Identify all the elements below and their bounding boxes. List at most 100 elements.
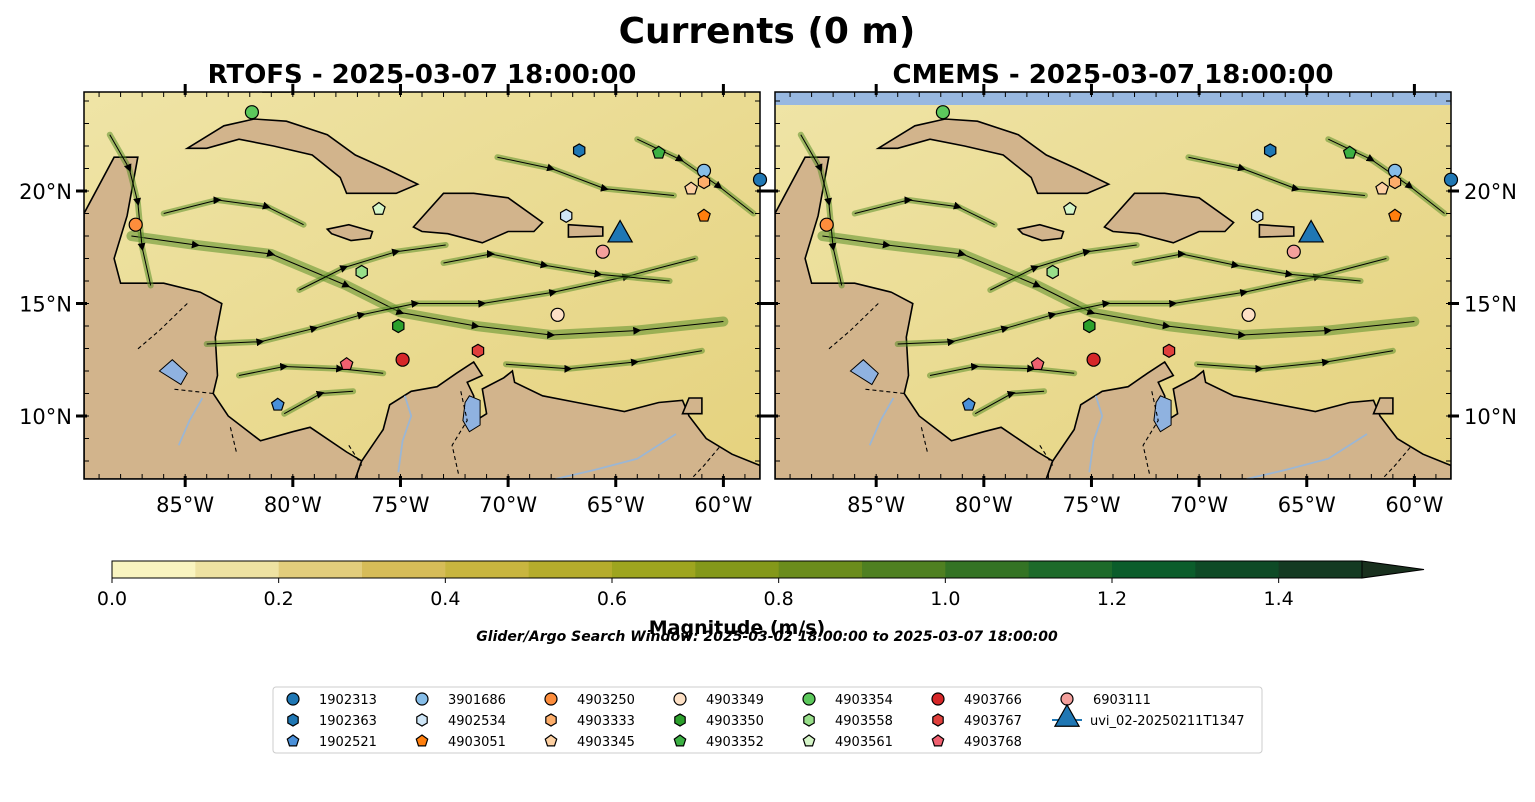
- country-border: [451, 391, 468, 475]
- colorbar-bin: [1112, 561, 1196, 578]
- lat-tick-label: 10°N: [19, 405, 72, 429]
- legend-label: 4902534: [448, 714, 506, 729]
- legend-label: 4903250: [577, 693, 635, 708]
- legend-label: 3901686: [448, 693, 506, 708]
- legend-symbol: [932, 713, 944, 727]
- country-border: [229, 427, 238, 455]
- lake: [462, 395, 481, 433]
- marker-4903766: [1086, 352, 1101, 367]
- land-south-america: [354, 360, 760, 479]
- marker-1902363: [572, 143, 586, 158]
- legend-entry: 4903350: [674, 713, 764, 729]
- legend-label: 4903051: [448, 735, 506, 750]
- map-features: [775, 92, 1451, 479]
- legend-label: 4903349: [706, 693, 764, 708]
- land-jamaica: [325, 223, 374, 242]
- streamline: [929, 362, 1075, 376]
- streamline: [1188, 156, 1365, 196]
- float-markers: [819, 105, 1459, 411]
- lon-tick-label: 75°W: [371, 493, 429, 517]
- rtofs-panel-title: RTOFS - 2025-03-07 18:00:00: [208, 60, 637, 90]
- country-border: [1039, 445, 1054, 466]
- colorbar-bin: [945, 561, 1030, 578]
- land-cuba: [875, 118, 1111, 195]
- streamline: [800, 134, 843, 286]
- streamline: [974, 390, 1045, 415]
- colorbar-tick-label: 1.2: [1097, 588, 1127, 610]
- country-border: [1142, 391, 1159, 475]
- land-puerto-rico: [1258, 223, 1295, 238]
- legend-symbol: [674, 713, 686, 727]
- marker-4903349: [550, 307, 565, 322]
- marker-1902313: [752, 172, 768, 187]
- legend-label: 4903767: [964, 714, 1022, 729]
- legend-symbol: [415, 734, 429, 747]
- legend-label: 4903561: [835, 735, 893, 750]
- marker-4903051: [697, 208, 711, 222]
- legend-entry: 4903354: [802, 692, 893, 708]
- lon-tick-label: 65°W: [587, 493, 645, 517]
- lon-tick-label: 60°W: [694, 493, 752, 517]
- legend-entry: 4903352: [673, 734, 764, 750]
- colorbar-frame: [111, 560, 1362, 579]
- marker-4903349: [1241, 307, 1256, 322]
- river: [555, 433, 677, 479]
- legend-entry: 6903111: [1060, 692, 1151, 708]
- legend-entry: 4903768: [931, 734, 1022, 750]
- colorbar-bin: [362, 561, 446, 578]
- legend-label: 4903558: [835, 714, 893, 729]
- legend-entry: 4903767: [932, 713, 1022, 729]
- marker-1902521: [961, 397, 976, 411]
- streamline: [505, 350, 702, 373]
- legend-entry: 1902521: [286, 734, 377, 750]
- axis-ticks: 85°W 80°W 75°W 70°W 65°W 60°W 20°N 15°N 10°N: [767, 84, 1517, 517]
- country-border: [826, 303, 879, 352]
- lat-tick-label: 15°N: [19, 293, 72, 317]
- legend-label: 6903111: [1093, 693, 1151, 708]
- legend-frame: [272, 686, 1263, 754]
- lat-tick-label: 20°N: [1464, 180, 1517, 204]
- streamline: [854, 196, 995, 226]
- streamline: [443, 249, 670, 282]
- no-data-band: [775, 92, 1451, 105]
- lon-tick-label: 60°W: [1385, 493, 1443, 517]
- colorbar-bin: [278, 561, 363, 578]
- lat-tick-label: 15°N: [1464, 293, 1517, 317]
- river: [1088, 395, 1104, 473]
- streamline: [1196, 350, 1393, 373]
- legend-label: uvi_02-20250211T1347: [1090, 714, 1244, 729]
- land-trinidad: [681, 397, 703, 415]
- lon-tick-label: 85°W: [847, 493, 905, 517]
- marker-6903111: [1286, 244, 1301, 259]
- marker-4903558: [355, 264, 368, 280]
- legend-entry: 1902313: [286, 692, 377, 708]
- cmems-map-panel: CMEMS - 2025-03-07 18:00:00: [774, 60, 1452, 480]
- legend-label: 1902521: [319, 735, 377, 750]
- legend-entry: uvi_02-20250211T1347: [1052, 703, 1244, 729]
- colorbar-bin: [195, 561, 280, 578]
- land-hispaniola: [412, 192, 544, 244]
- marker-4903558: [1046, 264, 1059, 280]
- legend-entry: 4903766: [931, 692, 1022, 708]
- legend-label: 4903350: [706, 714, 764, 729]
- colorbar-tick-label: 0.4: [430, 588, 460, 610]
- colorbar-bin: [695, 561, 780, 578]
- streamline: [897, 258, 1387, 347]
- streamline: [497, 156, 674, 196]
- legend-label: 4903768: [964, 735, 1022, 750]
- colorbar-bin: [1195, 561, 1280, 578]
- colorbar-bin: [112, 561, 196, 578]
- float-markers: [128, 105, 768, 411]
- marker-1902521: [270, 397, 285, 411]
- lon-tick-label: 85°W: [156, 493, 214, 517]
- legend-symbol: [286, 734, 300, 747]
- marker-4903051: [1388, 208, 1402, 222]
- figure-title: Currents (0 m): [619, 11, 916, 52]
- legend-entry: 1902363: [287, 713, 377, 729]
- lake: [158, 359, 188, 386]
- legend-label: 4903345: [577, 735, 635, 750]
- legend-entry: 4903349: [673, 692, 764, 708]
- legend-label: 1902313: [319, 693, 377, 708]
- country-border: [135, 303, 188, 352]
- streamline: [109, 134, 152, 286]
